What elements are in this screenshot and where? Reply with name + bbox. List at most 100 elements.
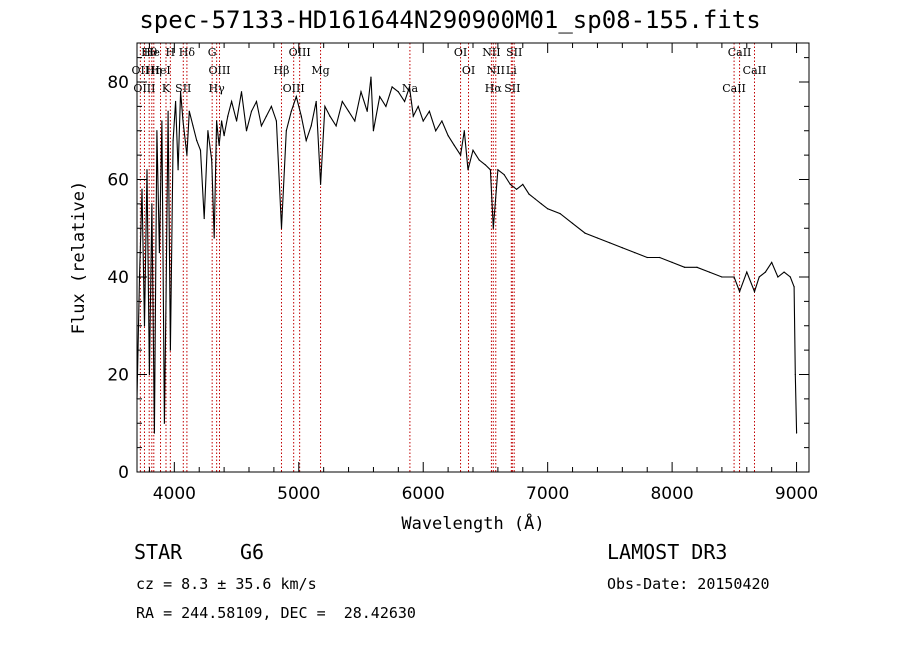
- data-point: [143, 325, 146, 327]
- data-point: [503, 174, 505, 176]
- data-point: [571, 222, 574, 224]
- data-point: [777, 276, 779, 278]
- x-tick-label: 5000: [277, 484, 320, 504]
- data-point: [255, 100, 258, 103]
- x-tick-label: 6000: [402, 484, 445, 504]
- marker-label: Hη: [146, 64, 162, 77]
- data-point: [609, 242, 611, 244]
- y-tick-label: 60: [107, 171, 129, 191]
- data-point: [435, 130, 437, 132]
- line-markers: [139, 43, 755, 472]
- data-point: [310, 125, 312, 127]
- x-tick-label: 4000: [153, 484, 196, 504]
- data-point: [335, 125, 337, 127]
- data-point: [207, 130, 209, 132]
- marker-label: SII: [175, 82, 191, 95]
- data-point: [764, 271, 767, 273]
- data-point: [366, 110, 368, 112]
- data-point: [794, 373, 796, 376]
- marker-label: Hγ: [209, 82, 226, 95]
- data-point: [203, 217, 205, 220]
- data-point: [497, 169, 499, 171]
- x-tick-label: 8000: [650, 484, 693, 504]
- marker-label: OIII: [289, 46, 311, 59]
- data-point: [290, 110, 292, 112]
- marker-label: CaII: [728, 46, 752, 59]
- data-point: [489, 169, 492, 171]
- data-point: [341, 100, 343, 103]
- data-point: [708, 271, 711, 273]
- data-point: [733, 276, 735, 278]
- data-point: [213, 237, 215, 239]
- line-labels: Hθ OII OIII He HηK H HeI SII Hδ OIII Hγ G Hβ OIII OIII…: [132, 46, 767, 95]
- data-point: [199, 149, 202, 151]
- y-tick-label: 20: [107, 366, 129, 386]
- data-point: [634, 252, 636, 254]
- data-point: [738, 291, 741, 293]
- data-point: [783, 271, 785, 273]
- data-point: [528, 193, 530, 195]
- data-point: [360, 91, 362, 93]
- data-point: [547, 208, 549, 210]
- marker-label: OII: [132, 64, 150, 77]
- data-point: [329, 115, 331, 117]
- data-point: [319, 183, 322, 185]
- data-point: [347, 110, 350, 112]
- x-axis-label: Wavelength (Å): [401, 512, 544, 534]
- data-point: [467, 169, 469, 171]
- marker-label: OIII: [208, 64, 230, 77]
- marker-label: H: [166, 46, 176, 59]
- object-subclass: G6: [240, 540, 265, 564]
- data-point: [793, 286, 795, 288]
- survey-label: LAMOST DR3: [607, 540, 728, 564]
- data-point: [141, 188, 143, 190]
- data-point: [453, 144, 455, 146]
- data-point: [158, 252, 160, 254]
- data-point: [789, 276, 791, 278]
- y-axis-label: Flux (relative): [69, 181, 89, 335]
- marker-label: SII: [504, 82, 520, 95]
- data-point: [370, 76, 372, 78]
- marker-label: K: [162, 82, 171, 95]
- data-point: [372, 130, 375, 132]
- data-point: [295, 96, 297, 98]
- obs-date-text: Obs-Date: 20150420: [607, 575, 770, 593]
- data-point: [621, 247, 623, 249]
- marker-label: NII: [487, 64, 505, 77]
- data-point: [472, 149, 474, 151]
- data-point: [186, 154, 188, 156]
- data-point: [412, 115, 414, 117]
- data-point: [659, 256, 661, 259]
- data-point: [172, 139, 174, 142]
- data-point: [534, 198, 536, 200]
- data-point: [169, 349, 171, 351]
- marker-label: Hδ: [179, 46, 196, 59]
- data-point: [265, 115, 268, 117]
- marker-label: G: [208, 46, 217, 59]
- data-point: [428, 110, 431, 112]
- data-point: [161, 120, 163, 122]
- data-point: [223, 135, 225, 137]
- data-point: [795, 432, 798, 434]
- data-point: [441, 120, 443, 122]
- y-tick-label: 40: [107, 268, 129, 288]
- data-point: [671, 261, 673, 263]
- x-tick-label: 9000: [775, 484, 818, 504]
- data-point: [218, 144, 220, 146]
- series-layer: [136, 76, 798, 434]
- marker-label: He: [144, 46, 160, 59]
- data-point: [300, 115, 302, 117]
- marker-label: OIII: [133, 82, 155, 95]
- data-point: [696, 266, 698, 268]
- x-tick-label: 7000: [526, 484, 569, 504]
- y-tick-label: 0: [118, 463, 129, 483]
- data-point: [397, 91, 399, 93]
- data-point: [771, 261, 773, 263]
- data-point: [275, 120, 277, 122]
- redshift-text: cz = 8.3 ± 35.6 km/s: [136, 575, 317, 593]
- data-point: [230, 100, 233, 103]
- marker-label: NII: [482, 46, 500, 59]
- marker-label: OI: [454, 46, 467, 59]
- marker-label: Hα: [485, 82, 503, 95]
- data-point: [285, 130, 287, 132]
